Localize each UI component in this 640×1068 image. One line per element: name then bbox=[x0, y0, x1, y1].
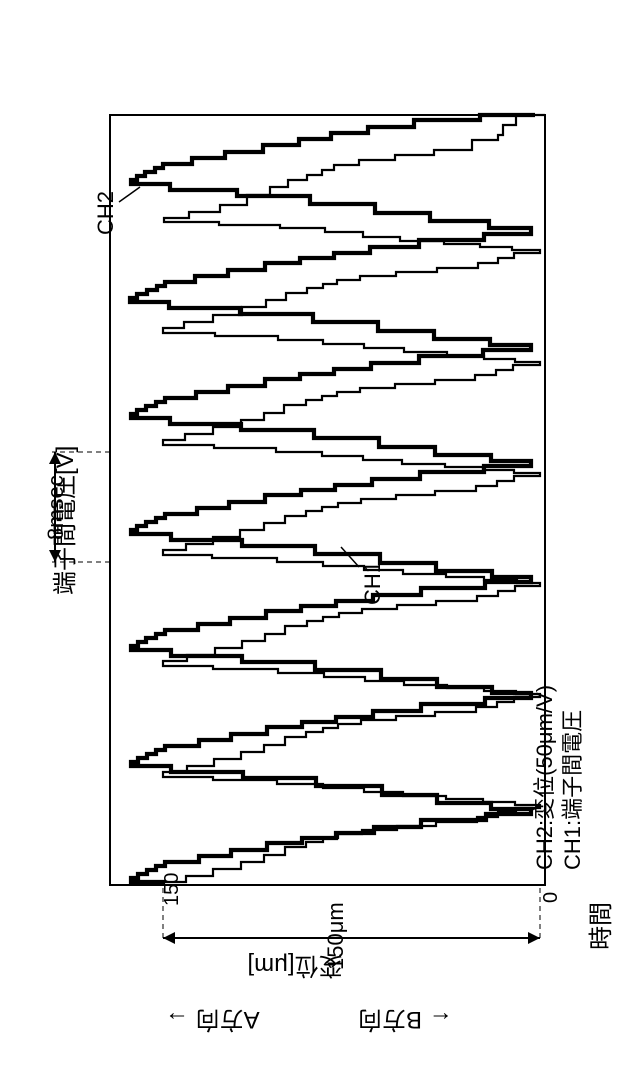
legend-line-ch2: CH2:変位(50μm/V) bbox=[527, 685, 559, 870]
series-label-ch1: CH1 bbox=[360, 561, 386, 605]
period-label: 8msec bbox=[43, 475, 69, 540]
leader-ch1 bbox=[341, 547, 359, 567]
direction-a-text: A方向 bbox=[196, 1006, 260, 1033]
leader-ch2 bbox=[119, 187, 140, 202]
axis-tick-0: 0 bbox=[540, 892, 563, 903]
waveform-ch2 bbox=[130, 115, 535, 885]
x-axis-label-time: 時間 bbox=[581, 902, 616, 950]
arrowhead-icon bbox=[528, 932, 540, 944]
waveform-ch1 bbox=[163, 115, 545, 885]
arrowhead-icon bbox=[163, 932, 175, 944]
axis-tick-150: 150 bbox=[161, 873, 184, 906]
series-label-ch2: CH2 bbox=[93, 191, 119, 235]
legend-line-ch1: CH1:端子間電圧 bbox=[555, 710, 587, 870]
direction-b-text: B方向 bbox=[358, 1006, 422, 1033]
direction-label-b: ← B方向 bbox=[358, 977, 498, 1068]
direction-label-a: A方向 → bbox=[145, 977, 285, 1068]
